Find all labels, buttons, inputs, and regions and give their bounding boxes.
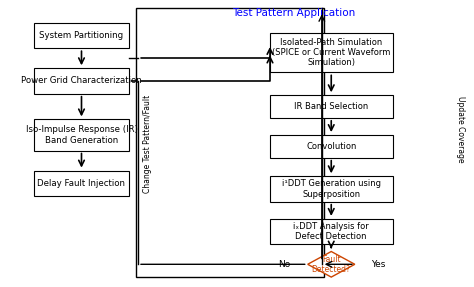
Text: Power Grid Characterization: Power Grid Characterization bbox=[21, 76, 142, 86]
Text: Delay Fault Injection: Delay Fault Injection bbox=[37, 179, 126, 188]
FancyBboxPatch shape bbox=[270, 219, 392, 245]
Text: Isolated-Path Simulation
(SPICE or Current Waveform
Simulation): Isolated-Path Simulation (SPICE or Curre… bbox=[272, 38, 391, 67]
Text: System Partitioning: System Partitioning bbox=[39, 31, 124, 40]
Bar bbox=[136, 9, 324, 277]
Text: IR Band Selection: IR Band Selection bbox=[294, 102, 368, 111]
Text: i¹DDT Generation using
Superposition: i¹DDT Generation using Superposition bbox=[282, 179, 381, 199]
Text: Update Coverage: Update Coverage bbox=[456, 96, 465, 163]
Text: Fault
Detected?: Fault Detected? bbox=[312, 255, 351, 274]
FancyBboxPatch shape bbox=[35, 23, 128, 48]
FancyBboxPatch shape bbox=[270, 135, 392, 158]
FancyBboxPatch shape bbox=[35, 68, 128, 94]
Text: Change Test Pattern/Fault: Change Test Pattern/Fault bbox=[143, 94, 152, 193]
Text: Convolution: Convolution bbox=[306, 142, 356, 151]
FancyBboxPatch shape bbox=[270, 95, 392, 118]
Text: iₓDDT Analysis for
Defect Detection: iₓDDT Analysis for Defect Detection bbox=[293, 222, 369, 241]
Text: Test Pattern Application: Test Pattern Application bbox=[232, 8, 356, 18]
FancyBboxPatch shape bbox=[35, 170, 128, 196]
FancyBboxPatch shape bbox=[35, 119, 128, 151]
FancyBboxPatch shape bbox=[270, 33, 392, 72]
Text: Yes: Yes bbox=[371, 260, 385, 269]
FancyBboxPatch shape bbox=[270, 176, 392, 202]
Polygon shape bbox=[308, 251, 355, 277]
Text: No: No bbox=[278, 260, 290, 269]
Text: Iso-Impulse Response (IR)
Band Generation: Iso-Impulse Response (IR) Band Generatio… bbox=[26, 125, 137, 145]
